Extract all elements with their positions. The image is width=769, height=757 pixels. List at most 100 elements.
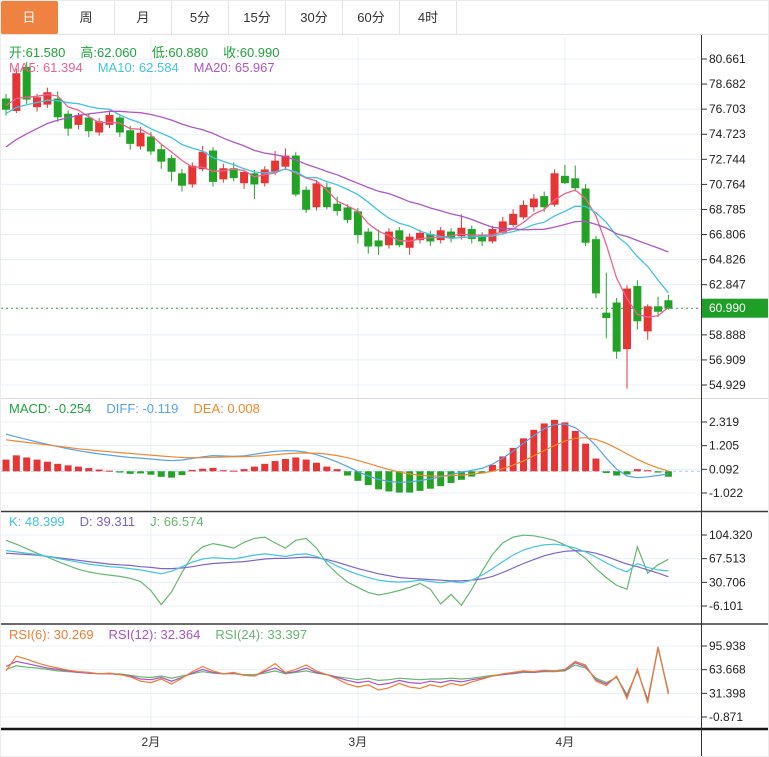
macd-bar xyxy=(23,457,31,472)
dea-line xyxy=(5,437,669,477)
macd-bar xyxy=(74,466,82,472)
j-value: J: 66.574 xyxy=(150,514,204,529)
macd-bar xyxy=(271,461,279,472)
candle xyxy=(612,302,621,352)
ma20-line xyxy=(5,110,669,253)
macd-bar xyxy=(12,455,20,472)
macd-bar xyxy=(488,464,496,472)
grid-layer xyxy=(1,37,701,728)
macd-bar xyxy=(240,469,248,472)
high-value: 高:62.060 xyxy=(80,45,137,60)
candle xyxy=(405,236,414,248)
macd-bar xyxy=(250,466,258,472)
candle xyxy=(654,306,663,312)
j-line xyxy=(5,534,669,607)
axis-tick-label: 30.706 xyxy=(709,575,746,589)
candle xyxy=(353,211,362,236)
open-value: 开:61.580 xyxy=(9,45,66,60)
tab-5m[interactable]: 5分 xyxy=(172,1,229,34)
macd-bar xyxy=(364,471,372,486)
tab-15m[interactable]: 15分 xyxy=(229,1,286,34)
candle xyxy=(643,306,652,332)
candle xyxy=(509,213,518,225)
tab-1mo[interactable]: 月 xyxy=(115,1,172,34)
macd-bar xyxy=(509,447,517,472)
current-price-badge: 60.990 xyxy=(702,298,768,318)
macd-bar xyxy=(126,471,134,474)
candle xyxy=(167,158,176,172)
candle xyxy=(664,300,673,309)
tab-30m[interactable]: 30分 xyxy=(286,1,343,34)
macd-bar xyxy=(33,459,41,472)
diff-value: DIFF: -0.119 xyxy=(106,401,179,416)
axis-tick-label: 104.320 xyxy=(709,528,753,542)
candle xyxy=(198,151,207,170)
macd-bar xyxy=(292,457,300,472)
macd-bar xyxy=(540,423,548,472)
candle xyxy=(467,229,476,239)
tab-60m[interactable]: 60分 xyxy=(343,1,400,34)
macd-bar xyxy=(499,456,507,472)
macd-bar xyxy=(592,458,600,472)
rsi6-value: RSI(6): 30.269 xyxy=(9,627,94,642)
candles-layer xyxy=(2,61,673,389)
candle xyxy=(581,188,590,243)
ma10-line xyxy=(5,99,669,294)
macd-bar xyxy=(478,471,486,474)
axis-tick-label: 58.888 xyxy=(709,328,746,342)
timeframe-tabs: 日 周 月 5分 15分 30分 60分 4时 xyxy=(1,1,768,35)
macd-bar xyxy=(571,430,579,472)
macd-bar xyxy=(199,468,207,472)
candle xyxy=(623,288,631,350)
candle xyxy=(74,115,83,125)
x-axis-labels: 2月 3月 4月 xyxy=(142,735,575,749)
macd-bar xyxy=(602,471,610,473)
macd-bar xyxy=(43,461,51,472)
macd-bar xyxy=(95,469,103,472)
month-label: 3月 xyxy=(349,735,368,749)
axis-tick-label: -6.101 xyxy=(709,599,743,613)
axis-tick-label: 31.398 xyxy=(709,686,746,700)
candle xyxy=(519,204,528,218)
ma10-value: MA10: 62.584 xyxy=(97,60,179,75)
macd-bar xyxy=(323,466,331,472)
tab-1w[interactable]: 周 xyxy=(58,1,115,34)
candle xyxy=(250,173,259,185)
macd-bar xyxy=(447,471,455,483)
candle xyxy=(2,98,10,110)
macd-bar xyxy=(64,465,72,472)
candle xyxy=(22,66,31,100)
d-value: D: 39.311 xyxy=(79,514,136,529)
tab-1d[interactable]: 日 xyxy=(1,1,58,34)
candle xyxy=(560,175,569,184)
candle xyxy=(157,149,166,162)
candle xyxy=(312,183,321,208)
candle xyxy=(343,207,352,220)
candle xyxy=(571,178,580,189)
macd-bar xyxy=(147,471,155,475)
macd-bar xyxy=(261,463,269,472)
macd-value: MACD: -0.254 xyxy=(9,401,92,416)
candle xyxy=(384,231,393,246)
macd-bar xyxy=(157,471,165,477)
rsi24-value: RSI(24): 33.397 xyxy=(215,627,308,642)
candle xyxy=(209,150,217,182)
macd-bar xyxy=(2,459,10,472)
candle xyxy=(177,173,186,186)
candle xyxy=(126,130,135,144)
candle xyxy=(188,165,197,185)
candle xyxy=(291,155,300,195)
candle xyxy=(529,198,538,208)
candle xyxy=(136,132,145,147)
tab-4h[interactable]: 4时 xyxy=(400,1,457,34)
macd-bar xyxy=(520,438,527,472)
candle xyxy=(53,98,62,118)
axis-tick-label: 78.682 xyxy=(709,77,746,91)
d-line xyxy=(5,549,669,582)
macd-bar xyxy=(106,470,113,472)
k-value: K: 48.399 xyxy=(9,514,65,529)
macd-panel xyxy=(1,419,701,493)
macd-bar xyxy=(302,459,310,472)
